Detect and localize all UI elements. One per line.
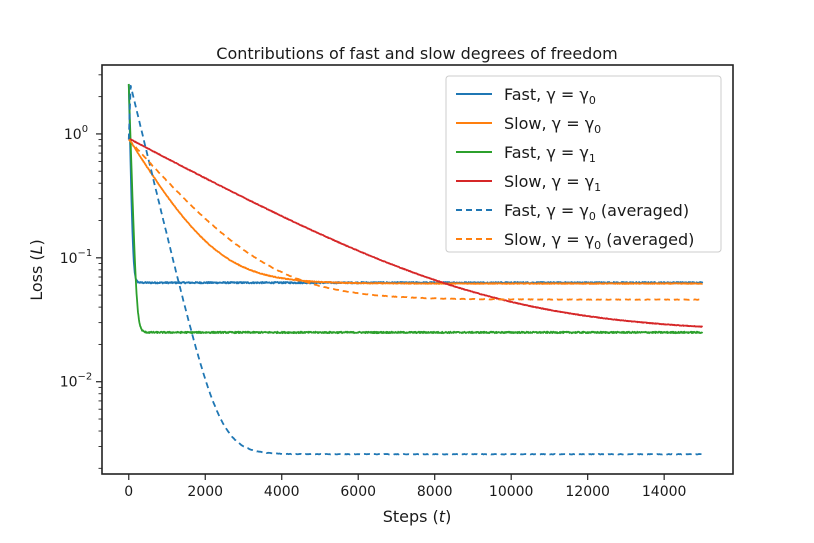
series-line-5 (128, 139, 703, 301)
x-tick-label: 0 (124, 484, 133, 500)
x-tick-label: 4000 (264, 484, 300, 500)
legend-box (445, 75, 722, 253)
x-tick-label: 8000 (417, 484, 453, 500)
legend-label: Fast, γ = γ1 (504, 143, 596, 165)
legend: Fast, γ = γ0 Slow, γ = γ0 Fast, γ = γ1 Slow… (445, 75, 722, 253)
chart-title: Contributions of fast and slow degrees o… (216, 44, 617, 63)
x-tick-label: 10000 (489, 484, 534, 500)
x-tick-label: 14000 (642, 484, 687, 500)
y-tick-label: 10−2 (60, 372, 93, 391)
y-axis-label: Loss (L) (27, 239, 46, 301)
legend-label: Fast, γ = γ0 (504, 85, 596, 107)
x-axis: 0 2000 4000 6000 8000 10000 12000 14000 (124, 474, 686, 500)
y-tick-label: 100 (64, 124, 88, 143)
legend-label: Slow, γ = γ0 (averaged) (504, 230, 694, 252)
series-line-4 (127, 84, 703, 456)
series-line-1 (128, 137, 704, 285)
x-tick-label: 6000 (340, 484, 376, 500)
y-axis: 100 10−1 10−2 (60, 74, 102, 469)
legend-label: Slow, γ = γ1 (504, 172, 601, 194)
series-line-2 (127, 83, 704, 335)
series-line-3 (128, 137, 704, 328)
legend-label: Fast, γ = γ0 (averaged) (504, 201, 689, 223)
series-layer (127, 83, 704, 456)
x-tick-label: 12000 (565, 484, 610, 500)
x-tick-label: 2000 (187, 484, 223, 500)
x-axis-label: Steps (t) (383, 507, 452, 526)
legend-label: Slow, γ = γ0 (504, 114, 601, 136)
y-tick-label: 10−1 (60, 248, 93, 267)
